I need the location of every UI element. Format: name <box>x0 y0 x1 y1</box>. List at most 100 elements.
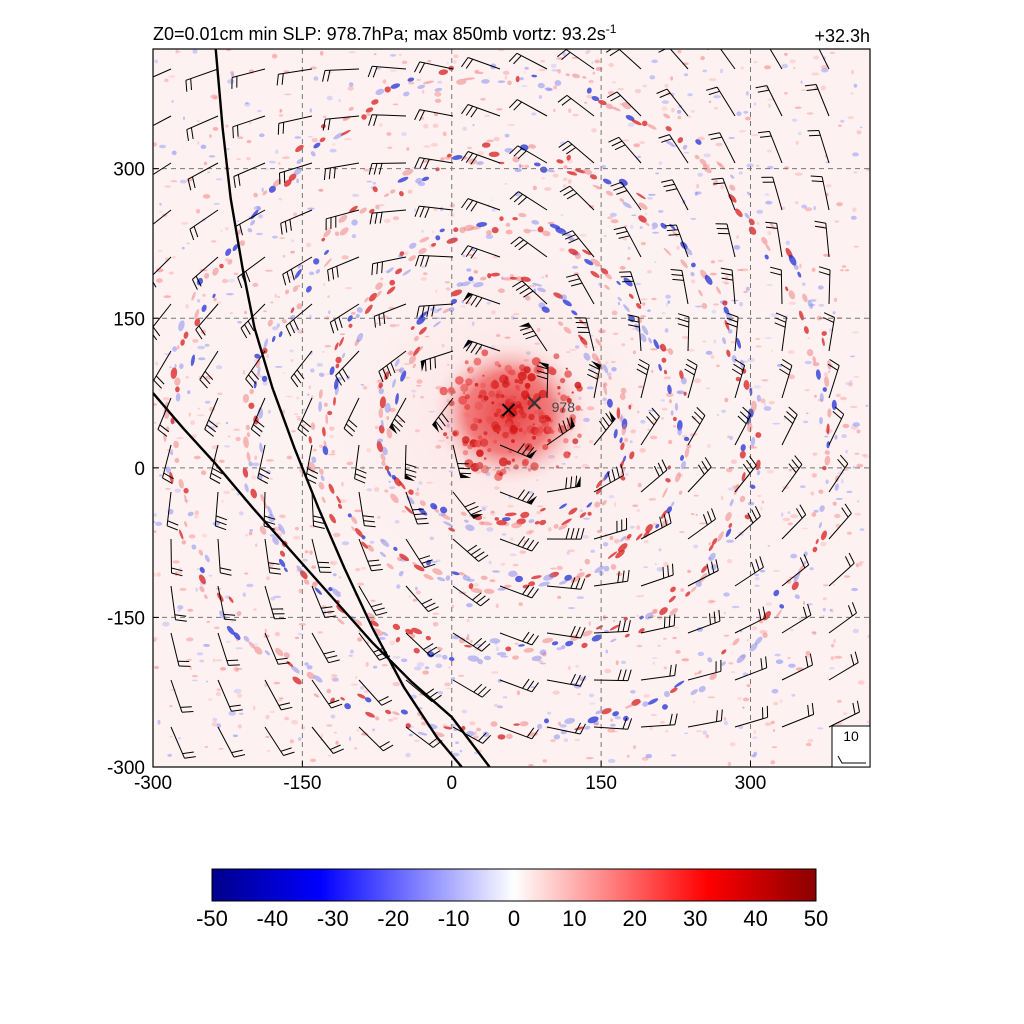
field-speckle <box>457 674 465 677</box>
rainband-cell <box>635 533 643 541</box>
field-speckle <box>233 666 239 672</box>
field-speckle <box>559 248 565 252</box>
rainband-cell <box>538 581 550 587</box>
rainband-cell <box>264 650 271 656</box>
field-speckle <box>723 592 730 597</box>
field-speckle <box>157 719 161 725</box>
rainband-cell <box>663 691 670 698</box>
field-speckle <box>282 156 290 160</box>
field-speckle <box>754 576 760 581</box>
field-speckle <box>194 510 199 515</box>
field-speckle <box>728 662 734 665</box>
rainband-cell <box>528 581 536 587</box>
rainband-cell <box>620 535 627 542</box>
field-speckle <box>627 122 635 128</box>
rainband-cell <box>622 201 632 209</box>
field-speckle <box>204 343 210 347</box>
field-speckle <box>512 563 519 567</box>
rainband-cell <box>438 69 449 75</box>
field-speckle <box>637 482 642 488</box>
rainband-cell <box>537 287 546 293</box>
field-speckle <box>677 115 682 120</box>
field-speckle <box>223 490 231 495</box>
rainband-cell <box>199 585 205 593</box>
rainband-cell <box>296 158 303 165</box>
rainband-cell <box>348 106 354 111</box>
field-speckle <box>236 158 241 161</box>
field-speckle <box>502 70 510 75</box>
field-speckle <box>442 131 447 137</box>
rainband-cell <box>543 574 555 581</box>
field-speckle <box>736 235 739 239</box>
field-speckle <box>863 454 870 459</box>
rainband-cell <box>488 151 500 158</box>
core-cell <box>571 391 574 394</box>
field-speckle <box>640 419 646 424</box>
field-speckle <box>693 544 699 549</box>
rainband-cell <box>756 470 761 476</box>
rainband-cell <box>249 388 254 395</box>
rainband-cell <box>458 637 466 644</box>
field-speckle <box>328 310 331 315</box>
wind-barb <box>546 577 586 590</box>
field-speckle <box>406 147 410 151</box>
field-speckle <box>822 597 827 601</box>
field-speckle <box>572 113 579 117</box>
field-speckle <box>677 50 682 54</box>
field-speckle <box>220 229 224 232</box>
field-speckle <box>551 69 560 72</box>
wind-barb <box>781 406 798 446</box>
field-speckle <box>787 350 795 354</box>
rainband-cell <box>499 216 504 222</box>
rainband-cell <box>601 500 607 506</box>
rainband-cell <box>690 271 695 277</box>
field-speckle <box>793 67 796 70</box>
wind-barb <box>358 726 394 752</box>
field-speckle <box>671 107 675 113</box>
field-speckle <box>832 583 836 586</box>
rainband-cell <box>413 564 425 572</box>
field-speckle <box>602 397 607 402</box>
wind-barb <box>185 68 219 92</box>
core-cell <box>547 366 555 375</box>
rainband-cell <box>286 660 294 667</box>
field-speckle <box>153 513 158 517</box>
core-cell <box>446 436 449 439</box>
rainband-cell <box>553 734 561 740</box>
field-speckle <box>431 230 435 234</box>
field-speckle <box>175 49 179 54</box>
core-cell <box>490 421 500 430</box>
field-speckle <box>375 322 379 325</box>
wind-barb <box>827 358 840 399</box>
wind-barb <box>810 175 830 211</box>
field-speckle <box>231 73 235 77</box>
rainband-cell <box>597 99 607 106</box>
field-speckle <box>191 679 198 682</box>
rainband-cell <box>336 495 341 504</box>
rainband-cell <box>584 258 594 266</box>
wind-barb <box>325 209 360 231</box>
rainband-cell <box>404 505 414 515</box>
field-speckle <box>651 657 658 659</box>
field-speckle <box>569 349 577 351</box>
rainband-cell <box>450 289 463 297</box>
rainband-cell <box>327 410 333 416</box>
rainband-cell <box>601 708 612 715</box>
field-speckle <box>215 691 222 697</box>
core-cell <box>483 457 487 460</box>
colorbar-tick-label: 30 <box>683 906 707 931</box>
field-speckle <box>801 204 807 209</box>
rainband-cell <box>480 276 487 281</box>
wind-barb <box>828 454 849 493</box>
field-speckle <box>794 106 802 109</box>
field-speckle <box>770 760 776 765</box>
rainband-cell <box>666 506 673 514</box>
rainband-cell <box>660 343 667 352</box>
rainband-cell <box>665 126 672 132</box>
field-speckle <box>282 254 286 258</box>
field-speckle <box>529 229 538 232</box>
rainband-cell <box>749 643 758 652</box>
wind-barb <box>687 609 721 634</box>
core-cell <box>532 423 535 426</box>
rainband-cell <box>824 455 831 466</box>
